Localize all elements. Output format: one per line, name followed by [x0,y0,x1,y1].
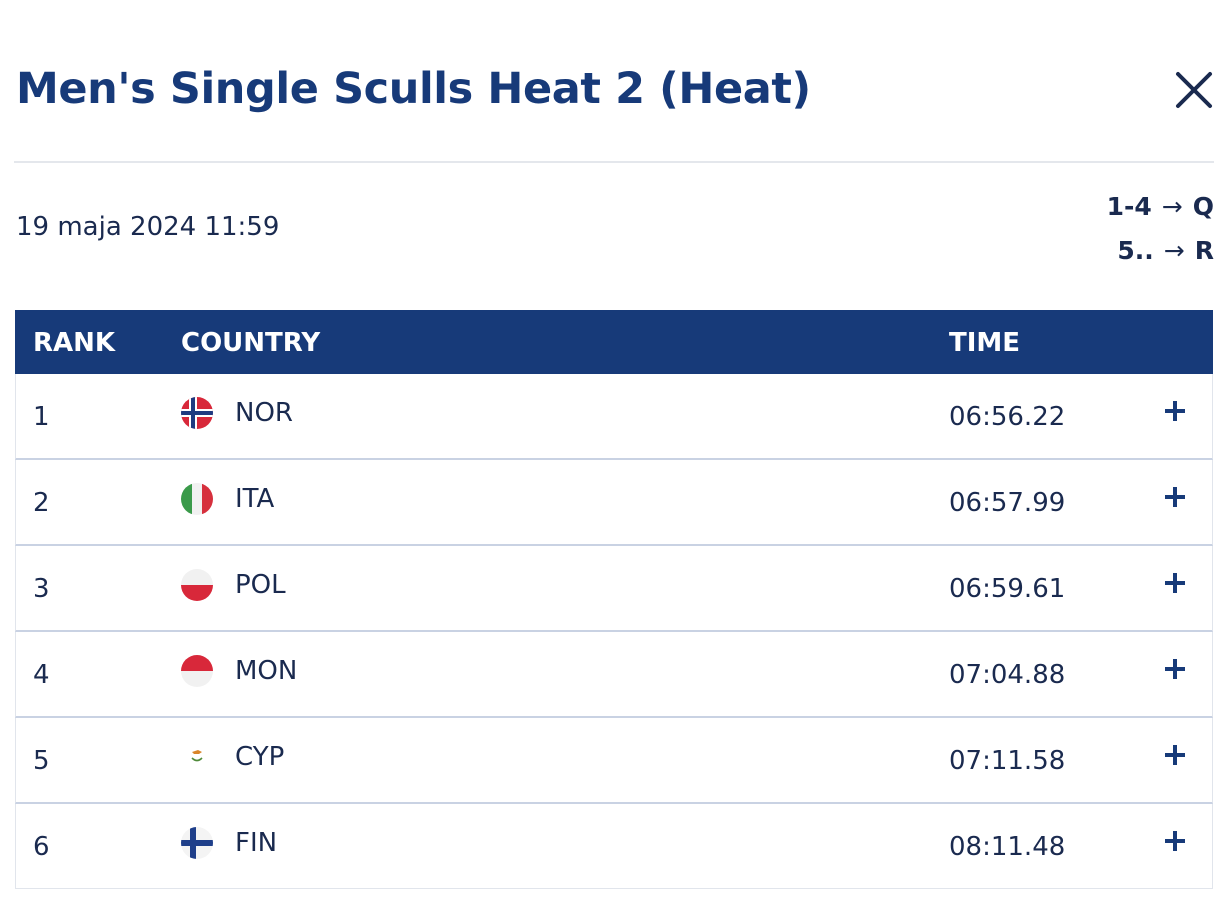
expand-row-button[interactable] [1164,658,1186,680]
row-time: 07:04.88 [949,660,1066,690]
flag-poland-icon [181,569,213,601]
race-date: 19 maja 2024 11:59 [16,212,280,242]
header-divider [14,161,1214,163]
arrow-right-icon: → [1161,192,1183,221]
expand-row-button[interactable] [1164,486,1186,508]
flag-italy-icon [181,483,213,515]
row-country: ITA [235,484,275,514]
flag-monaco-icon [181,655,213,687]
table-header: RANK COUNTRY TIME [15,310,1213,374]
expand-row-button[interactable] [1164,572,1186,594]
flag-cyprus-icon [181,741,213,773]
plus-icon [1165,659,1185,679]
row-country: FIN [235,828,278,858]
row-country: CYP [235,742,285,772]
row-country: POL [235,570,286,600]
close-button[interactable] [1174,70,1214,110]
plus-icon [1165,487,1185,507]
modal-header: Men's Single Sculls Heat 2 (Heat) [16,58,1214,128]
row-time: 08:11.48 [949,832,1066,862]
table-row: 1 NOR 06:56.22 [15,374,1213,460]
row-time: 06:57.99 [949,488,1066,518]
progression-result: R [1194,236,1214,265]
row-time: 06:59.61 [949,574,1066,604]
progression-result: Q [1192,192,1214,221]
progression-rule: 1-4 → Q [1107,185,1214,229]
progression-range: 5.. [1117,236,1154,265]
expand-row-button[interactable] [1164,744,1186,766]
row-rank: 5 [33,746,50,776]
row-rank: 3 [33,574,50,604]
table-row: 3 POL 06:59.61 [15,546,1213,632]
modal-title: Men's Single Sculls Heat 2 (Heat) [16,64,811,114]
plus-icon [1165,831,1185,851]
progression-rules: 1-4 → Q 5.. → R [1107,185,1214,273]
header-rank: RANK [33,328,116,358]
row-time: 06:56.22 [949,402,1066,432]
row-rank: 6 [33,832,50,862]
plus-icon [1165,745,1185,765]
plus-icon [1165,573,1185,593]
results-table: RANK COUNTRY TIME 1 NOR 06:56.22 [15,310,1213,889]
row-country: NOR [235,398,293,428]
table-row: 4 MON 07:04.88 [15,632,1213,718]
expand-row-button[interactable] [1164,830,1186,852]
header-time: TIME [949,328,1021,358]
flag-norway-icon [181,397,213,429]
row-rank: 1 [33,402,50,432]
progression-rule: 5.. → R [1107,229,1214,273]
row-rank: 4 [33,660,50,690]
close-icon [1176,72,1212,108]
row-country: MON [235,656,298,686]
row-time: 07:11.58 [949,746,1066,776]
header-country: COUNTRY [181,328,321,358]
expand-row-button[interactable] [1164,400,1186,422]
row-rank: 2 [33,488,50,518]
plus-icon [1165,401,1185,421]
table-row: 5 CYP 07:11.58 [15,718,1213,804]
table-row: 6 FIN 08:11.48 [15,804,1213,889]
arrow-right-icon: → [1163,236,1185,265]
table-row: 2 ITA 06:57.99 [15,460,1213,546]
progression-range: 1-4 [1106,192,1152,221]
flag-finland-icon [181,827,213,859]
